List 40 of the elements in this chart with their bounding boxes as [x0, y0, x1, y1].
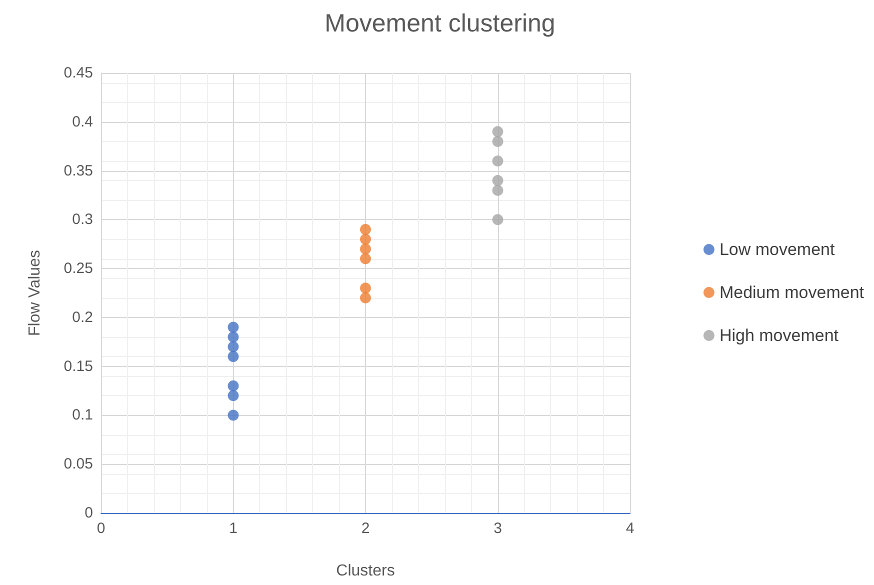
point: [492, 156, 504, 166]
point: [492, 214, 504, 226]
x-tick-label: 1: [229, 520, 238, 537]
y-tick-label: 0.05: [64, 456, 93, 473]
point: [492, 175, 504, 186]
point: [360, 234, 371, 245]
point: [228, 380, 239, 392]
point: [492, 136, 504, 147]
legend-label: Low movement: [719, 240, 835, 259]
point: [228, 390, 239, 402]
point: [360, 224, 371, 235]
y-tick-label: 0.35: [64, 162, 93, 180]
point: [492, 126, 504, 138]
legend-label: High movement: [719, 326, 839, 345]
y-tick-label: 0.15: [64, 358, 93, 375]
point: [360, 292, 371, 304]
point: [360, 282, 371, 294]
point: [228, 410, 239, 421]
y-tick-label: 0.45: [64, 64, 93, 82]
point: [228, 341, 239, 352]
point: [228, 351, 239, 362]
point: [228, 322, 239, 333]
y-axis-title: Flow Values: [26, 250, 44, 336]
y-tick-label: 0.3: [72, 211, 93, 228]
chart-title: Movement clustering: [324, 10, 556, 38]
x-tick-label: 2: [361, 520, 370, 537]
y-tick-label: 0.4: [72, 113, 93, 130]
legend-label: Medium movement: [719, 283, 864, 302]
y-tick-label: 0.25: [64, 260, 93, 278]
point: [492, 184, 504, 196]
point: [360, 253, 371, 264]
x-tick-label: 4: [626, 520, 634, 537]
x-axis-title: Clusters: [336, 562, 395, 580]
y-tick-label: 0.1: [72, 406, 93, 424]
point: [228, 332, 239, 342]
x-tick-label: 0: [96, 520, 106, 537]
point: [360, 244, 371, 254]
y-tick-label: 0: [84, 504, 93, 522]
y-tick-label: 0.2: [72, 308, 93, 326]
x-tick-label: 3: [494, 520, 502, 537]
